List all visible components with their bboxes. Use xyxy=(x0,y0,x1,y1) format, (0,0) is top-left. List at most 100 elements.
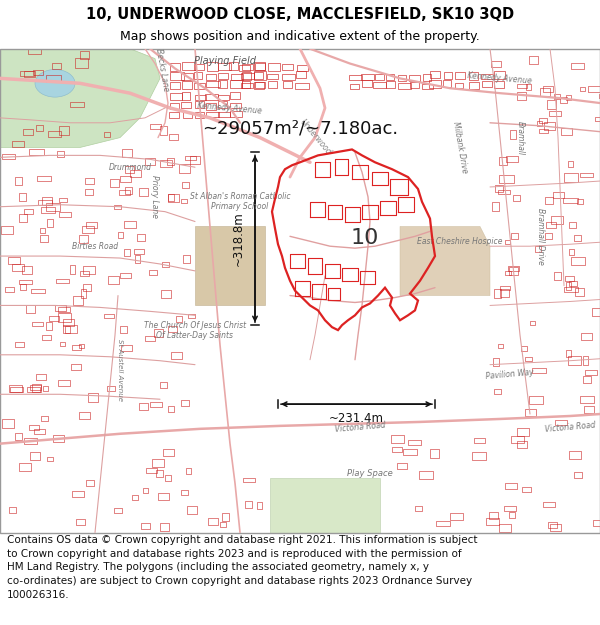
Bar xyxy=(547,100,556,109)
Bar xyxy=(207,62,218,71)
Bar xyxy=(297,65,308,71)
Bar xyxy=(566,282,571,290)
Text: Kennedy Avenue: Kennedy Avenue xyxy=(197,101,263,115)
Bar xyxy=(156,471,163,478)
Bar xyxy=(59,126,69,135)
Bar xyxy=(474,438,485,442)
Bar xyxy=(168,194,174,201)
Bar xyxy=(243,478,255,482)
Bar xyxy=(185,156,196,160)
Bar xyxy=(486,518,499,525)
Bar xyxy=(110,179,119,187)
Bar xyxy=(208,518,218,525)
Bar xyxy=(79,344,84,348)
Bar xyxy=(71,345,80,351)
Text: Contains OS data © Crown copyright and database right 2021. This information is : Contains OS data © Crown copyright and d… xyxy=(7,535,478,599)
Bar xyxy=(46,203,61,211)
Bar xyxy=(160,160,172,167)
Bar xyxy=(543,502,554,508)
Bar xyxy=(181,490,188,495)
Bar xyxy=(125,166,134,173)
Bar xyxy=(543,86,553,92)
Polygon shape xyxy=(0,49,160,148)
Bar xyxy=(509,512,515,518)
Bar xyxy=(85,177,94,184)
Bar xyxy=(158,492,169,500)
Bar xyxy=(168,406,174,412)
Bar xyxy=(392,447,402,452)
Bar xyxy=(583,356,588,364)
Bar xyxy=(386,81,395,88)
Bar xyxy=(569,249,574,256)
Bar xyxy=(581,332,592,340)
Bar xyxy=(254,72,263,79)
Bar xyxy=(168,194,179,202)
Bar xyxy=(182,182,189,188)
Bar xyxy=(19,280,32,284)
Bar xyxy=(564,287,578,292)
Bar xyxy=(80,51,89,59)
Bar xyxy=(546,222,556,228)
Text: East Cheshire Hospice: East Cheshire Hospice xyxy=(417,237,503,246)
Bar xyxy=(481,74,493,79)
Bar xyxy=(494,71,505,79)
Bar xyxy=(194,95,206,100)
Text: The Church Of Jesus Christ: The Church Of Jesus Christ xyxy=(144,321,246,329)
Bar xyxy=(125,188,133,194)
Text: Bramhall Drive: Bramhall Drive xyxy=(536,208,545,265)
Bar xyxy=(88,393,98,402)
Bar xyxy=(179,164,190,173)
Text: St Alban's Roman Catholic: St Alban's Roman Catholic xyxy=(190,192,290,201)
Bar xyxy=(362,81,373,88)
Bar xyxy=(469,82,479,89)
Text: Becks Lane: Becks Lane xyxy=(154,48,170,92)
Bar xyxy=(26,305,35,313)
Bar xyxy=(267,74,278,79)
Bar xyxy=(181,400,189,406)
Bar xyxy=(73,296,83,305)
Bar xyxy=(2,154,16,159)
Bar xyxy=(131,496,138,500)
Bar xyxy=(130,170,142,177)
Bar xyxy=(24,209,33,214)
Bar xyxy=(70,265,76,274)
Bar xyxy=(30,384,41,389)
Bar xyxy=(575,288,584,296)
Bar xyxy=(195,112,204,118)
Bar xyxy=(114,204,121,209)
Bar xyxy=(230,92,240,99)
Bar xyxy=(107,276,119,284)
Bar xyxy=(551,216,563,224)
Bar xyxy=(574,234,581,241)
Bar xyxy=(194,64,205,71)
Bar xyxy=(254,71,266,79)
Bar xyxy=(149,124,161,129)
Bar xyxy=(488,512,498,519)
Bar xyxy=(555,420,567,425)
Bar xyxy=(397,463,407,469)
Bar xyxy=(268,81,277,88)
Bar xyxy=(42,335,51,340)
Bar xyxy=(415,506,422,511)
Bar xyxy=(36,125,43,131)
Bar xyxy=(398,75,406,81)
Bar xyxy=(135,256,140,262)
Bar xyxy=(121,345,133,351)
Bar xyxy=(349,74,362,80)
Bar xyxy=(152,459,164,467)
Bar xyxy=(497,344,503,348)
Bar xyxy=(509,266,518,275)
Bar xyxy=(122,149,131,157)
Bar xyxy=(59,212,71,217)
Bar xyxy=(255,82,265,88)
Bar xyxy=(569,451,581,459)
Bar xyxy=(545,197,553,204)
Text: ~231.4m: ~231.4m xyxy=(329,412,384,425)
Bar xyxy=(40,236,48,242)
Bar xyxy=(34,429,45,434)
Bar xyxy=(181,199,187,203)
Bar xyxy=(28,45,41,54)
Bar xyxy=(495,185,503,192)
Bar xyxy=(422,84,433,89)
Bar xyxy=(571,257,585,266)
